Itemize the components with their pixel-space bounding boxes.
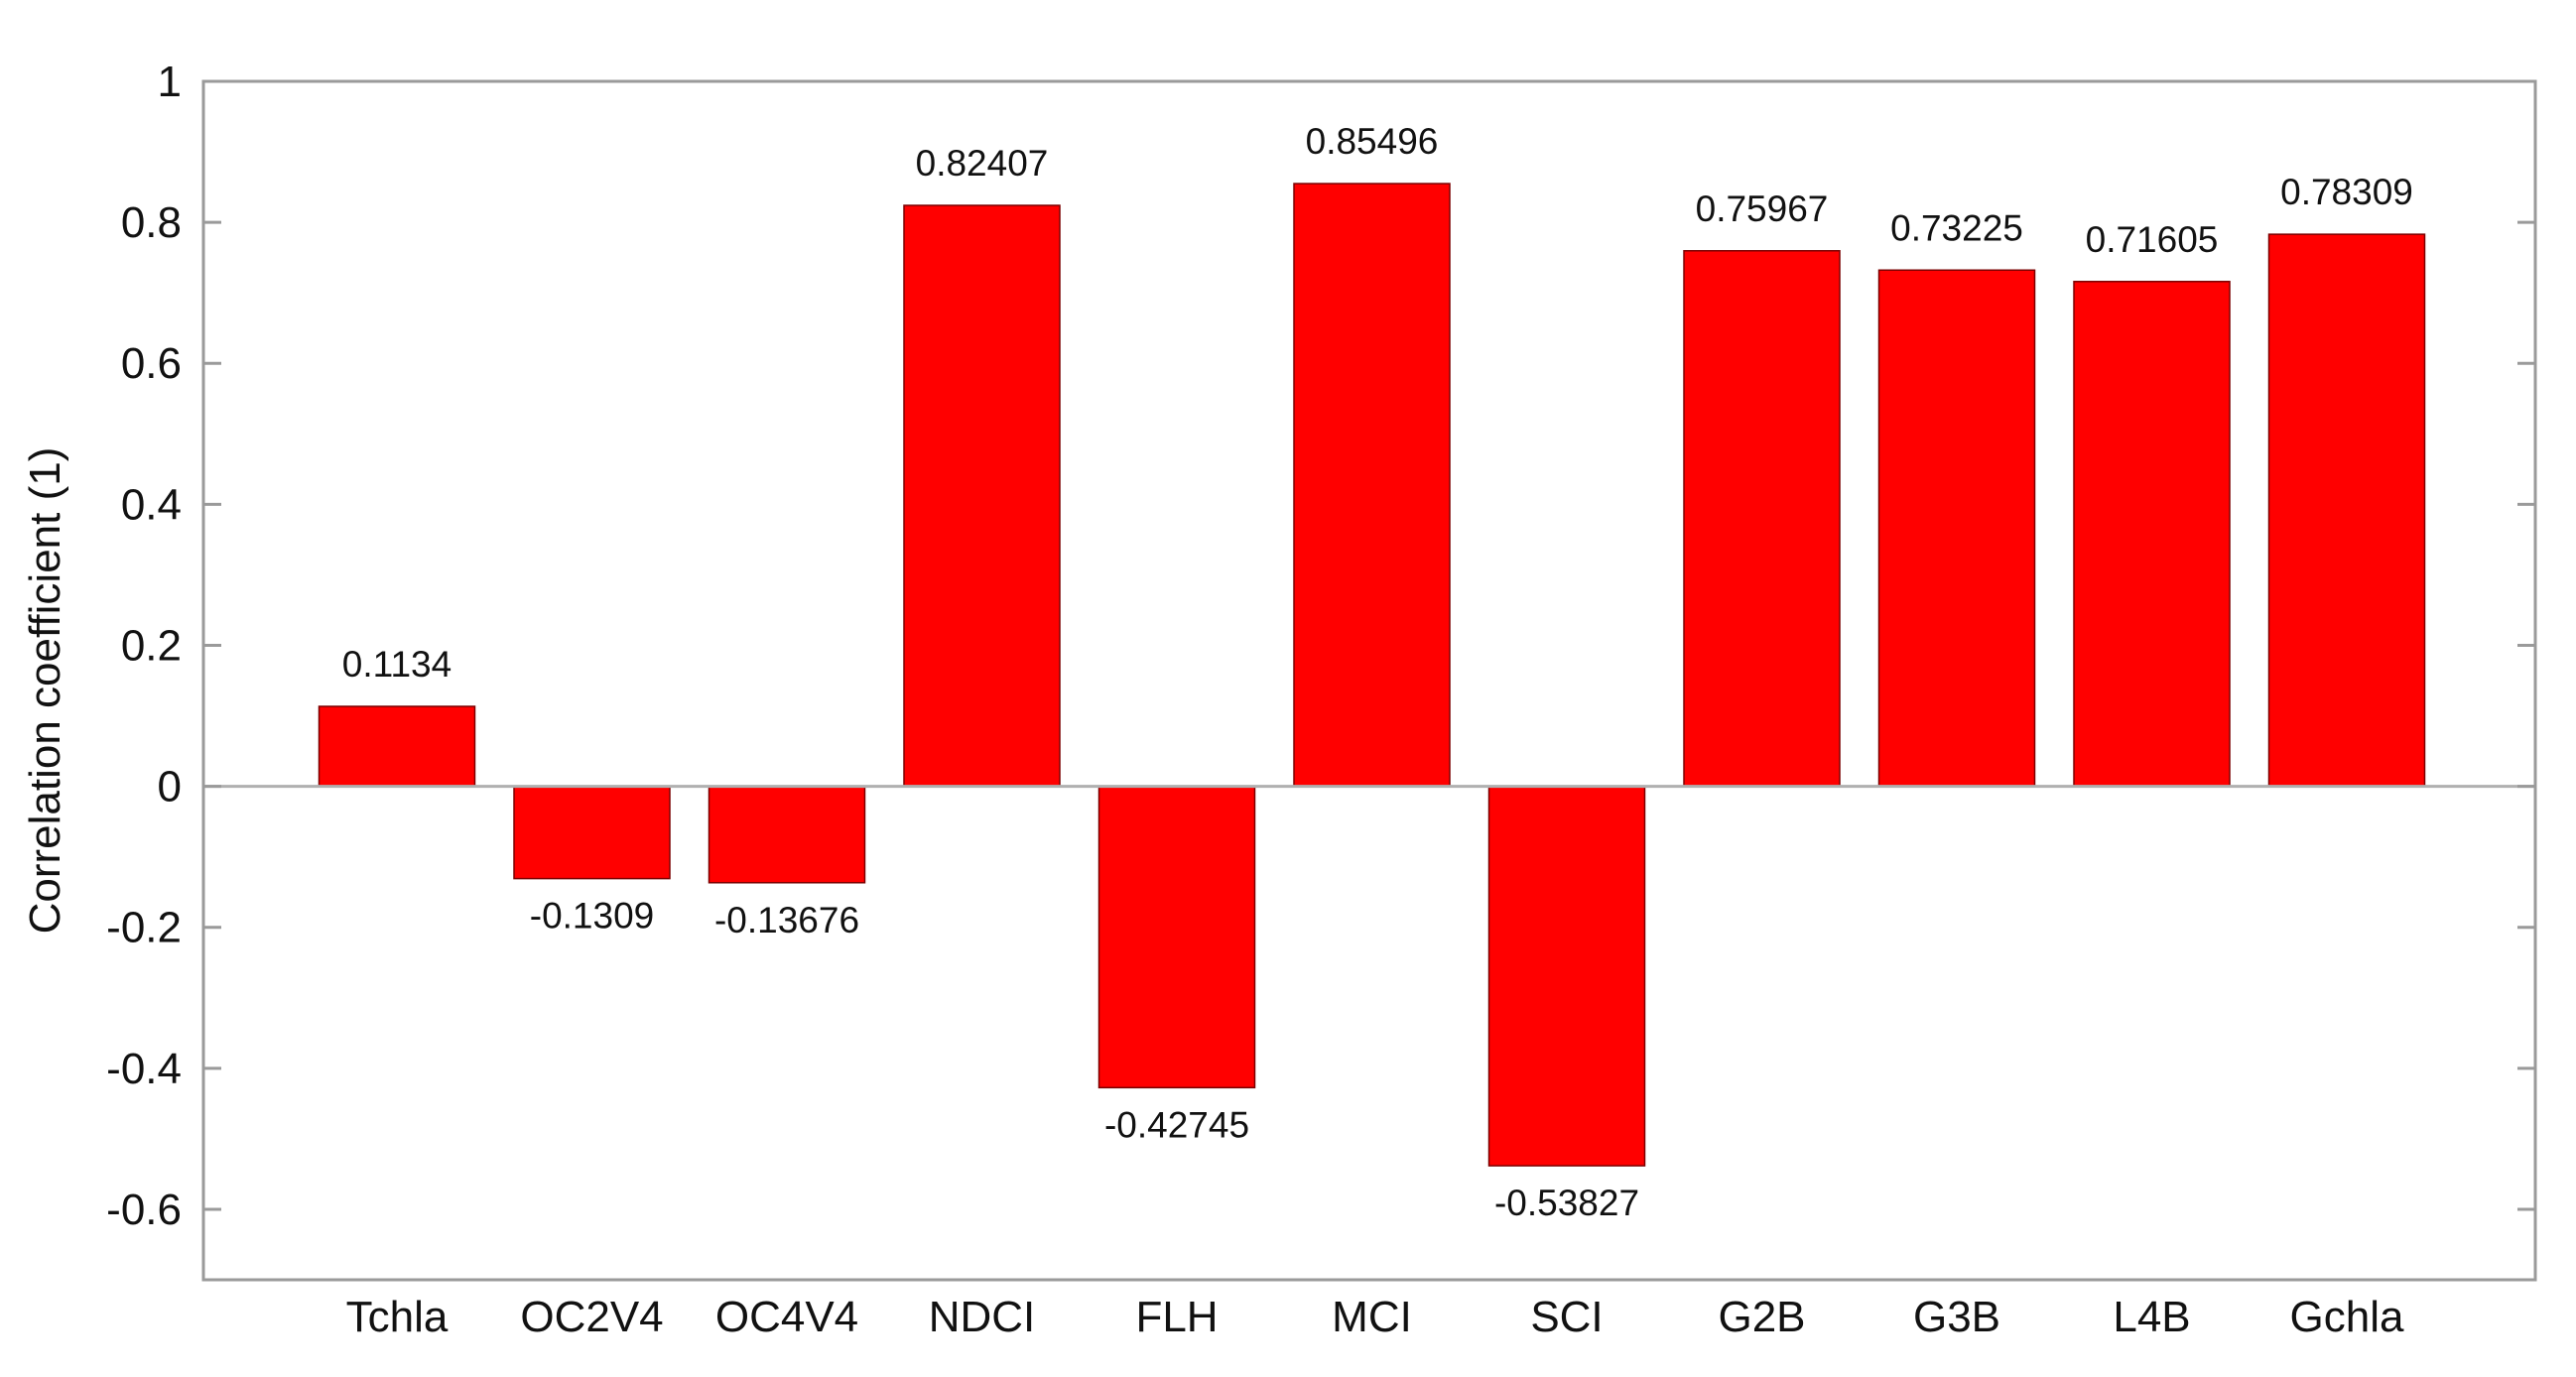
bar-flh [1097, 785, 1256, 1089]
x-category-label: FLH [1135, 1293, 1218, 1341]
x-category-label: OC4V4 [715, 1293, 858, 1341]
bar-value-label: -0.13676 [714, 900, 859, 940]
bar-oc2v4 [513, 785, 671, 880]
y-ticks-group: -0.6 -0.4 -0.2 0 0.2 0.4 0.6 0.8 1 [106, 58, 2535, 1234]
bar-value-label: -0.1309 [530, 896, 655, 937]
bar-g3b [1877, 269, 2036, 788]
x-category-label: Tchla [346, 1293, 449, 1341]
y-tick-label: 1 [158, 58, 182, 106]
bar-ndci [903, 204, 1061, 788]
x-category-label: OC2V4 [520, 1293, 663, 1341]
bar-gchla [2267, 233, 2426, 788]
y-tick-label: 0.6 [121, 339, 182, 388]
bar-value-label: -0.53827 [1494, 1183, 1639, 1223]
x-category-label: NDCI [929, 1293, 1036, 1341]
plot-frame [201, 79, 2537, 1282]
bar-tchla [318, 705, 476, 788]
bar-value-label: 0.85496 [1306, 121, 1439, 162]
y-tick-label: 0 [158, 763, 182, 812]
y-tick-label: 0.4 [121, 480, 182, 529]
bar-value-label: 0.78309 [2280, 172, 2413, 212]
bar-l4b [2073, 281, 2231, 788]
y-tick-label: 0.8 [121, 198, 182, 247]
y-tick-label: -0.6 [106, 1186, 182, 1234]
x-category-label: MCI [1332, 1293, 1412, 1341]
bar-value-label: 0.1134 [342, 644, 451, 685]
y-tick-label: -0.2 [106, 904, 182, 952]
x-category-label: G3B [1913, 1293, 2000, 1341]
bars-group [318, 183, 2426, 1167]
y-axis-title: Correlation coefficient (1) [21, 447, 69, 935]
x-category-label: L4B [2113, 1293, 2190, 1341]
bar-value-label: 0.75967 [1696, 188, 1829, 229]
bar-value-label: -0.42745 [1104, 1104, 1249, 1145]
bar-oc4v4 [708, 785, 866, 884]
value-labels-group: 0.1134 -0.1309 -0.13676 0.82407 -0.42745 0.85… [342, 121, 2413, 1223]
x-category-label: G2B [1718, 1293, 1805, 1341]
x-category-label: Gchla [2290, 1293, 2404, 1341]
bar-mci [1293, 183, 1451, 788]
y-tick-label: 0.2 [121, 621, 182, 670]
bar-value-label: 0.71605 [2086, 219, 2219, 260]
x-category-label: SCI [1530, 1293, 1603, 1341]
category-labels-group: Tchla OC2V4 OC4V4 NDCI FLH MCI SCI G2B G3B L4B Gch… [346, 1293, 2404, 1341]
bar-value-label: 0.73225 [1890, 207, 2023, 248]
y-tick-label: -0.4 [106, 1045, 182, 1093]
bar-sci [1487, 785, 1646, 1167]
bar-g2b [1683, 250, 1841, 788]
bar-value-label: 0.82407 [916, 143, 1049, 184]
